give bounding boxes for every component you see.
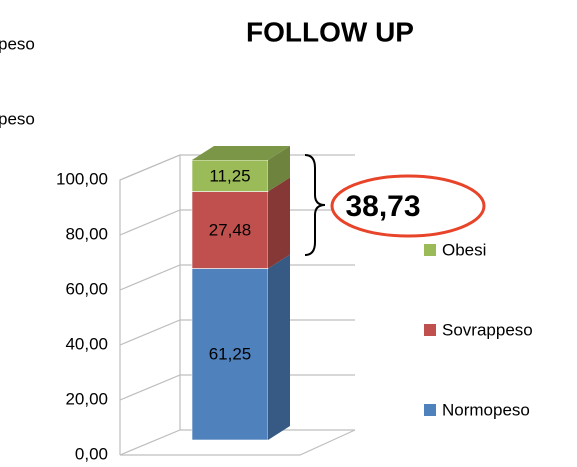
bar-segment [191, 191, 269, 269]
chart-title: FOLLOW UP [246, 16, 414, 47]
y-tick-label: 60,00 [65, 279, 108, 298]
legend-swatch [424, 244, 436, 256]
floor [120, 429, 356, 456]
legend-label: Sovrappeso [442, 320, 533, 339]
bar-side [268, 177, 290, 269]
y-axis [119, 154, 181, 455]
legend-swatch [424, 324, 436, 336]
y-tick-label: 100,00 [56, 169, 108, 188]
y-tick-label: 40,00 [65, 334, 108, 353]
cropped-text: peso [0, 34, 35, 53]
cropped-text: peso [0, 109, 35, 128]
bar-top [192, 146, 290, 161]
legend-swatch [424, 404, 436, 416]
bar-segment [191, 159, 269, 192]
annotation: 38,73 [345, 190, 420, 223]
value-label: 11,25 [209, 166, 250, 185]
y-tick-label: 20,00 [65, 389, 108, 408]
bar-side [268, 146, 290, 192]
value-label: 27,48 [209, 221, 252, 240]
legend-label: Normopeso [442, 400, 530, 419]
brace [304, 154, 326, 256]
legend-label: Obesi [442, 240, 486, 259]
y-tick-label: 0,00 [75, 444, 108, 463]
highlight-ellipse [330, 174, 486, 238]
y-tick-label: 80,00 [65, 224, 108, 243]
bar-segment [191, 268, 269, 441]
value-label: 61,25 [209, 345, 252, 364]
bar-side [268, 254, 290, 440]
